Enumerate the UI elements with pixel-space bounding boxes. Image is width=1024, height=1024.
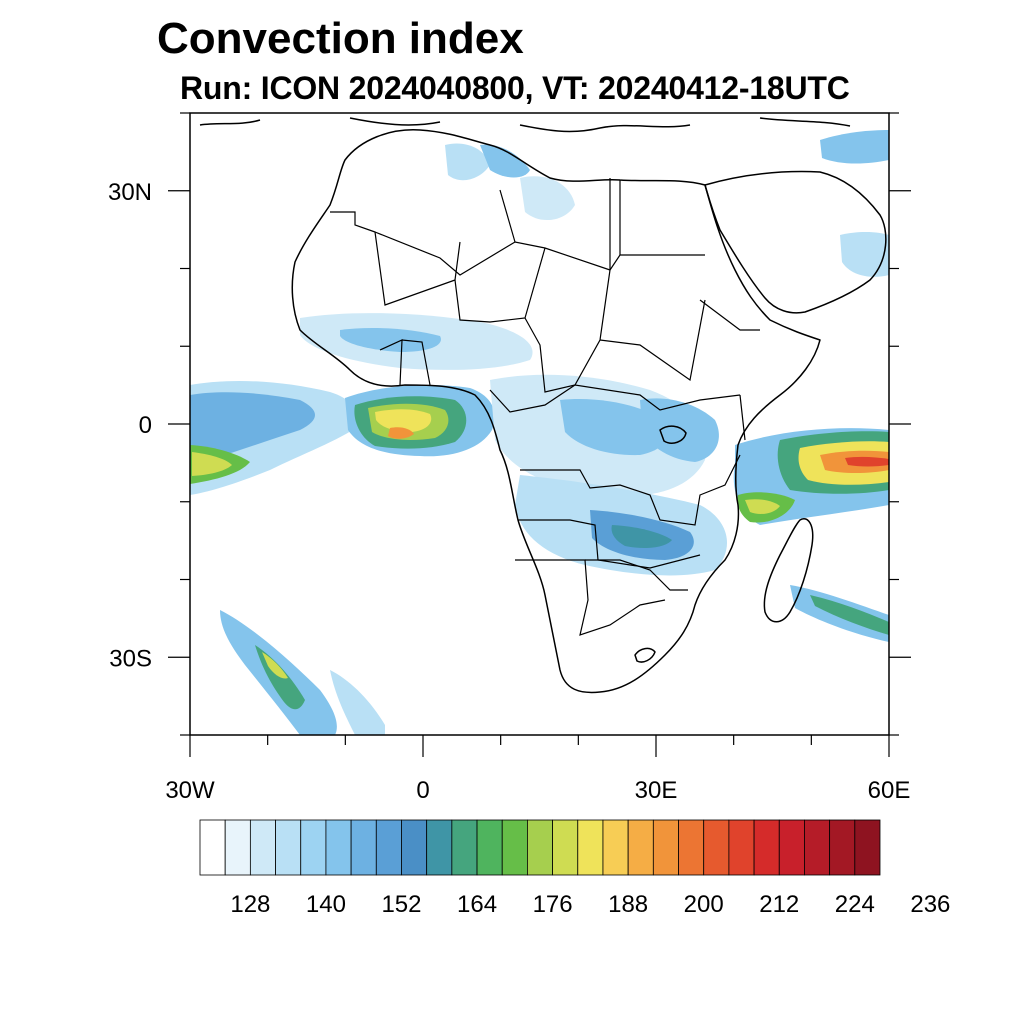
colorbar-label: 188 <box>608 891 648 918</box>
field-mozambique-yellow <box>745 499 780 514</box>
axis-tick-labels: 30N 0 30S 30W 0 30E 60E <box>108 179 910 804</box>
border-segment <box>489 384 741 413</box>
colorbar-swatch <box>552 819 579 876</box>
colorbar-label: 176 <box>533 891 573 918</box>
axis-ticks <box>168 112 911 757</box>
border-segment <box>518 519 701 569</box>
lake-victoria <box>659 425 687 444</box>
colorbar-swatch <box>300 819 327 876</box>
field-south-atlantic-2 <box>330 670 385 735</box>
field-atlantic-yellow <box>192 452 232 476</box>
colorbar-swatch <box>778 819 805 876</box>
africa-coastline <box>291 129 821 694</box>
field-south-atlantic-yellow <box>262 652 288 679</box>
colorbar-swatch <box>829 819 856 876</box>
field-se-band-core <box>810 595 889 635</box>
colorbar-swatch <box>527 819 553 876</box>
lon-tick-label: 30E <box>635 777 678 804</box>
lesotho-border <box>634 647 656 663</box>
country-borders <box>330 178 760 636</box>
colorbar-swatch <box>678 819 705 876</box>
field-north-3 <box>520 176 575 221</box>
colorbar-swatch <box>350 819 377 876</box>
field-north-1 <box>445 143 490 181</box>
colorbar <box>199 819 881 876</box>
border-segment <box>454 247 546 323</box>
colorbar-swatch <box>325 819 352 876</box>
colorbar-swatch <box>501 819 528 876</box>
colorbar-swatch <box>401 819 428 876</box>
colorbar-swatch <box>753 819 780 876</box>
field-guinea-orange <box>388 427 414 439</box>
lat-tick-label: 30N <box>108 179 152 206</box>
lon-tick-label: 30W <box>165 777 215 804</box>
border-segment <box>520 454 741 526</box>
colorbar-swatch <box>199 819 226 876</box>
colorbar-swatch <box>703 819 730 876</box>
colorbar-label: 128 <box>230 891 270 918</box>
colorbar-swatch <box>652 819 679 876</box>
colorbar-swatch <box>426 819 453 876</box>
field-guinea-yellow <box>375 409 432 432</box>
colorbar-label: 224 <box>835 891 875 918</box>
colorbar-swatch <box>602 819 629 876</box>
colorbar-swatch <box>728 819 755 876</box>
colorbar-swatch <box>375 819 402 876</box>
colorbar-label: 140 <box>306 891 346 918</box>
border-segment <box>524 269 611 393</box>
border-segment <box>379 339 431 386</box>
colorbar-label: 164 <box>457 891 497 918</box>
map-title: Convection index <box>157 14 524 63</box>
lat-tick-label: 30S <box>109 645 152 672</box>
border-segment <box>599 299 706 382</box>
madagascar-coastline <box>763 518 814 623</box>
coastlines <box>199 117 887 694</box>
colorbar-label: 212 <box>759 891 799 918</box>
field-southern-sea <box>611 525 672 548</box>
arabia-coastline <box>704 170 887 314</box>
colorbar-swatch <box>275 819 302 876</box>
field-sahel-blue <box>340 328 441 352</box>
colorbar-swatch <box>627 819 654 876</box>
colorbar-labels: 128 140 152 164 176 188 200 212 224 236 <box>230 891 950 918</box>
colorbar-swatch <box>804 819 831 876</box>
colorbar-label: 152 <box>381 891 421 918</box>
colorbar-label: 200 <box>684 891 724 918</box>
border-segment <box>374 231 705 276</box>
border-segment <box>499 178 621 270</box>
colorbar-label: 236 <box>910 891 950 918</box>
colorbar-swatch <box>224 819 251 876</box>
field-north-2 <box>480 144 530 178</box>
field-indian-red <box>845 456 889 467</box>
colorbar-swatch <box>476 819 503 876</box>
colorbar-swatch <box>854 819 881 876</box>
colorbar-swatch <box>577 819 604 876</box>
field-arabia-1 <box>820 130 889 164</box>
lat-tick-label: 0 <box>139 412 152 439</box>
border-segment <box>585 559 688 591</box>
europe-coastline <box>199 117 851 133</box>
field-east-africa <box>640 398 719 462</box>
colorbar-swatch <box>451 819 478 876</box>
colorbar-swatch <box>249 819 276 876</box>
field-atlantic-band-core <box>190 392 315 462</box>
border-segment <box>699 299 760 441</box>
map-subtitle: Run: ICON 2024040800, VT: 20240412-18UTC <box>180 70 850 106</box>
lon-tick-label: 60E <box>868 777 911 804</box>
field-arabia-2 <box>840 231 889 277</box>
lon-tick-label: 0 <box>416 777 429 804</box>
